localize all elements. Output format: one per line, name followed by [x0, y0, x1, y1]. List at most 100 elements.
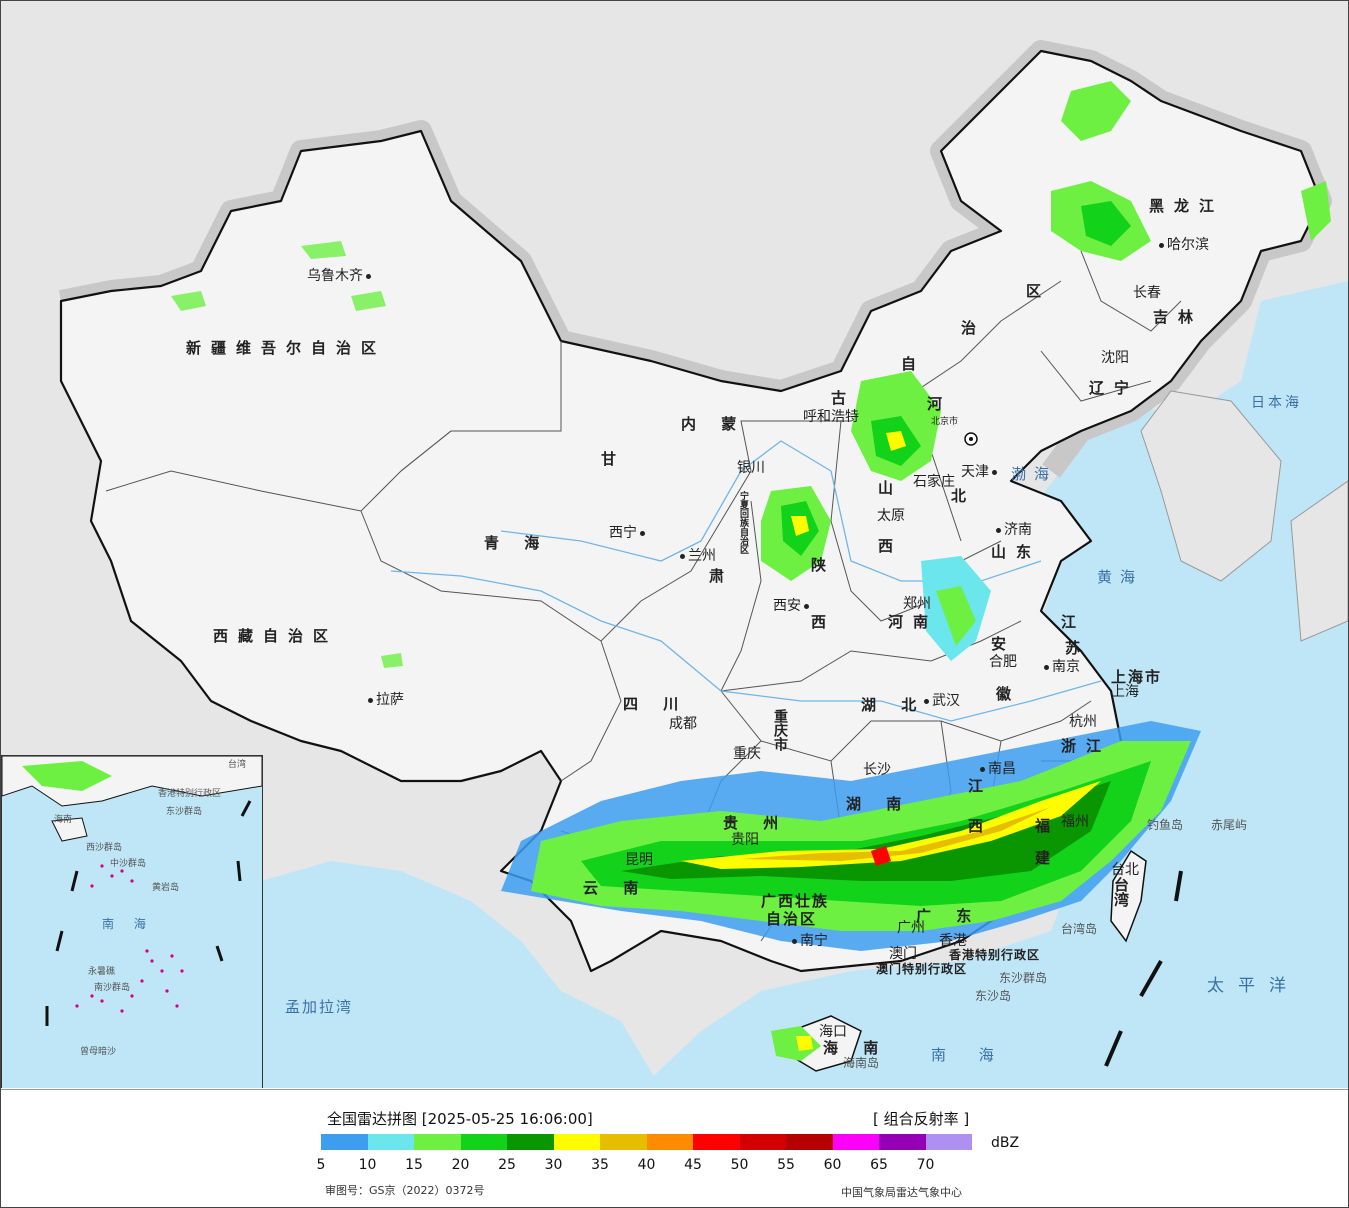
scale-tick-label: 40: [637, 1157, 656, 1173]
province-shanxi: 山: [878, 479, 904, 497]
city-wuhan: 武汉: [921, 694, 960, 708]
sea-taipingyang: 太平洋: [1207, 976, 1300, 996]
city-haikou: 海口: [819, 1024, 847, 1040]
city-xining: 西宁: [609, 526, 648, 540]
legend-panel: 全国雷达拼图 [2025-05-25 16:06:00] [ 组合反射率 ] 5…: [1, 1089, 1348, 1207]
map-panel[interactable]: 新疆维吾尔自治区 西藏自治区 青 海 甘 肃 内 蒙 古 自 治 区 黑龙江 吉…: [1, 1, 1348, 1088]
province-shandong: 山东: [991, 543, 1042, 561]
scale-tick-label: 45: [684, 1157, 702, 1173]
scale-swatch: [507, 1134, 554, 1150]
unit-label: dBZ: [991, 1135, 1020, 1151]
inset-canvas: [2, 756, 262, 1026]
city-chongqing: 重庆: [733, 746, 761, 762]
province-jiangxi-2: 西: [968, 817, 994, 835]
scale-swatch: [739, 1134, 786, 1150]
province-guangxi-2: 自治区: [766, 910, 818, 928]
island-dongsha: 东沙群岛: [999, 971, 1048, 985]
city-chengdu: 成都: [669, 716, 697, 732]
city-lanzhou: 兰州: [677, 549, 716, 563]
province-sichuan: 四 川: [623, 695, 689, 713]
inset-label-hainan: 海南: [54, 815, 73, 825]
province-shaanxi: 陕: [811, 556, 837, 574]
province-gansu: 甘: [601, 450, 627, 468]
inset-label-hk: 香港特别行政区: [158, 789, 222, 799]
color-scale: [321, 1134, 972, 1150]
province-xizang: 西藏自治区: [213, 627, 339, 645]
scale-swatch: [460, 1134, 507, 1150]
province-zhejiang: 浙江: [1061, 737, 1112, 755]
radar-echoes: [171, 81, 1331, 1061]
island-taiwandao: 台湾岛: [1061, 922, 1098, 936]
province-hebei-2: 北: [951, 487, 977, 505]
south-china-sea-inset: 香港特别行政区 台湾 东沙群岛 海南 西沙群岛 中沙群岛 黄岩岛 南 海 永暑礁…: [1, 755, 263, 1088]
city-taiyuan: 太原: [877, 508, 905, 524]
bay-of-bengal: [261, 861, 661, 1088]
scale-tick-label: 55: [777, 1157, 795, 1173]
province-hongkong: 香港特别行政区: [949, 948, 1041, 962]
city-nanning: 南宁: [789, 934, 828, 948]
product-name: [ 组合反射率 ]: [873, 1110, 970, 1128]
inset-label-nansha: 南沙群岛: [94, 983, 131, 993]
city-tianjin: 天津: [961, 465, 1000, 479]
taiwan-island: [1110, 849, 1147, 943]
province-neimeng-5: 区: [1026, 282, 1052, 300]
province-hebei: 河: [927, 395, 953, 413]
city-nanjing: 南京: [1041, 660, 1080, 674]
province-anhui-2: 徽: [996, 685, 1022, 703]
agency-credit: 中国气象局雷达气象中心: [841, 1186, 962, 1199]
sea-bohai: 渤海: [1011, 465, 1058, 483]
province-guangdong: 广 东: [916, 907, 982, 925]
province-shanxi-2: 西: [878, 537, 904, 555]
sea-huanghai: 黄海: [1097, 568, 1144, 586]
province-taiwan: 台湾: [1112, 877, 1130, 907]
city-guangzhou: 广州: [897, 920, 925, 936]
province-ningxia: 宁夏回族自治区: [738, 491, 748, 554]
city-shijiazhuang: 石家庄: [913, 474, 955, 490]
city-xian: 西安: [773, 599, 812, 613]
inset-label-dongsha: 东沙群岛: [166, 807, 203, 817]
korea-peninsula: [1140, 390, 1282, 582]
scale-swatch: [600, 1134, 647, 1150]
city-changchun: 长春: [1133, 285, 1161, 301]
province-hainan: 海 南: [823, 1039, 889, 1057]
province-henan: 河南: [888, 613, 939, 631]
city-zhengzhou: 郑州: [903, 596, 931, 612]
inset-label-zengmu: 曾母暗沙: [80, 1047, 117, 1057]
scale-swatch: [646, 1134, 693, 1150]
city-taibei: 台北: [1111, 862, 1139, 878]
scale-swatch: [321, 1134, 368, 1150]
province-liaoning: 辽宁: [1089, 379, 1140, 397]
province-fujian: 福: [1035, 817, 1061, 835]
island-chiwei: 赤尾屿: [1211, 818, 1248, 832]
scale-tick-label: 50: [730, 1157, 749, 1173]
sea-riben: 日本海: [1251, 395, 1302, 411]
inset-label-xisha: 西沙群岛: [86, 843, 123, 853]
province-qinghai: 青 海: [484, 534, 550, 552]
inset-label-huangyan: 黄岩岛: [152, 883, 180, 893]
city-haerbin: 哈尔滨: [1156, 238, 1209, 252]
city-xianggang: 香港: [939, 933, 967, 949]
city-lhasa: 拉萨: [365, 693, 404, 707]
city-kunming: 昆明: [625, 852, 653, 868]
legend-title: 全国雷达拼图 [2025-05-25 16:06:00]: [327, 1110, 593, 1128]
scale-tick-label: 5: [316, 1157, 326, 1173]
scale-tick-label: 65: [870, 1157, 888, 1173]
scale-tick-label: 10: [358, 1157, 377, 1173]
province-xinjiang: 新疆维吾尔自治区: [186, 339, 387, 357]
province-chongqing: 重庆市: [772, 709, 788, 751]
province-gansu-2: 肃: [709, 567, 735, 585]
sea-mengjiala: 孟加拉湾: [285, 998, 354, 1016]
scale-swatch: [414, 1134, 461, 1150]
sea-nanhai: 南 海: [931, 1046, 1008, 1064]
city-yinchuan: 银川: [737, 460, 765, 476]
city-fuzhou: 福州: [1061, 814, 1089, 830]
province-hubei: 湖 北: [861, 696, 927, 714]
province-heilongjiang: 黑龙江: [1149, 197, 1225, 215]
scale-swatch: [925, 1134, 972, 1150]
city-aomen: 澳门: [889, 946, 917, 962]
island-diaoyu: 钓鱼岛: [1147, 818, 1184, 832]
inset-label-yongshu: 永暑礁: [88, 967, 116, 977]
province-neimeng-4: 治: [961, 319, 987, 337]
scale-swatch: [786, 1134, 833, 1150]
